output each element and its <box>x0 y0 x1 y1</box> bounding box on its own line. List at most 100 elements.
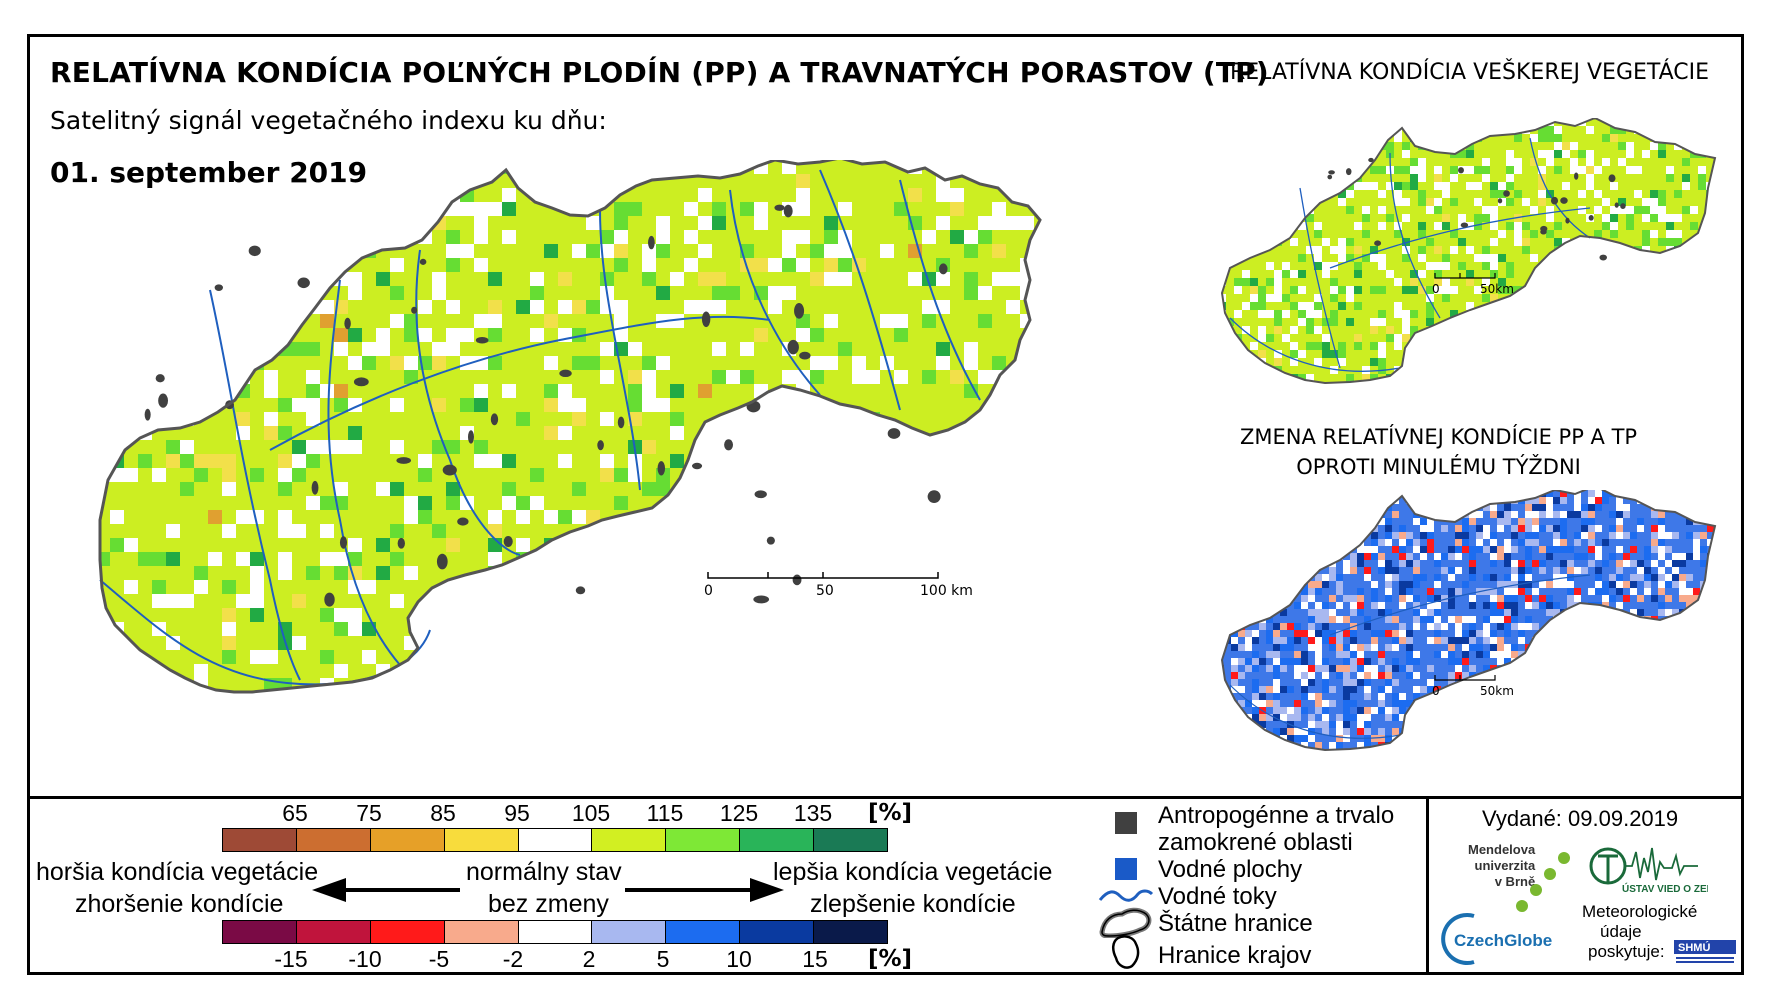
mendel-line-3: v Brně <box>1494 874 1536 889</box>
colorbar-swatch <box>296 829 371 851</box>
colorbar-swatch <box>740 829 815 851</box>
main-map-raster <box>100 160 1040 692</box>
bottom-tick: 10 <box>726 946 752 972</box>
all-vegetation-scale-bar: 0 50km <box>1432 273 1514 296</box>
region-border-icon <box>1112 935 1140 969</box>
colorbar-swatch <box>444 829 519 851</box>
meteo-text: Meteorologické údaje poskytuje: <box>1582 902 1697 962</box>
top-unit: [%] <box>868 800 913 826</box>
meteo-line-1: Meteorologické <box>1582 902 1698 921</box>
main-scale-0: 0 <box>704 583 713 599</box>
state-border-icon <box>1099 907 1152 938</box>
colorbar-swatch <box>223 921 297 943</box>
issued-date: Vydané: 09.09.2019 <box>1482 806 1679 831</box>
bottom-tick: -10 <box>348 946 382 972</box>
change-title-line2: OPROTI MINULÉMU TÝŽDNI <box>1296 455 1581 479</box>
main-title: RELATÍVNA KONDÍCIA POĽNÝCH PLODÍN (PP) A… <box>50 56 1269 89</box>
top-tick: 75 <box>356 800 382 826</box>
colorbar-swatch <box>444 921 519 943</box>
top-tick: 135 <box>793 800 833 826</box>
better-label-2: zlepšenie kondície <box>810 890 1016 918</box>
date-label: 01. september 2019 <box>50 156 368 189</box>
subtitle: Satelitný signál vegetačného indexu ku d… <box>50 106 607 135</box>
change-map-scale-bar: 0 50km <box>1432 675 1514 698</box>
water-bodies-label: Vodné plochy <box>1158 856 1303 883</box>
s2-scale-0: 0 <box>1432 684 1440 698</box>
uvoz-logo: ÚSTAV VIED O ZEMI <box>1589 847 1708 895</box>
colorbar-swatch <box>666 921 741 943</box>
main-map-urban-areas <box>144 204 948 607</box>
worse-label-1: horšia kondícia vegetácie <box>36 858 319 886</box>
top-tick: 85 <box>430 800 456 826</box>
map-frame <box>27 34 1744 975</box>
arrow-left-icon <box>312 878 460 902</box>
colorbar-swatch <box>740 921 815 943</box>
colorbar-swatch <box>592 921 667 943</box>
bottom-tick: -5 <box>428 946 450 972</box>
issue-divider <box>1426 796 1429 975</box>
legend-divider <box>27 796 1744 799</box>
water-body-icon <box>1115 858 1137 880</box>
colorbar-swatch <box>223 829 297 851</box>
colorbar-swatch <box>666 829 741 851</box>
top-tick: 95 <box>504 800 530 826</box>
change-map: 0 50km <box>1221 490 1716 751</box>
condition-colorbar <box>222 828 888 852</box>
change-colorbar <box>222 920 888 944</box>
meteo-line-2: údaje <box>1600 922 1642 941</box>
bottom-tick: 2 <box>582 946 596 972</box>
anthropogenic-label-2: zamokrené oblasti <box>1158 829 1353 856</box>
colorbar-swatch <box>296 921 371 943</box>
change-title-line1: ZMENA RELATÍVNEJ KONDÍCIE PP A TP <box>1240 425 1638 449</box>
bottom-tick: 5 <box>656 946 670 972</box>
meteo-line-3: poskytuje: <box>1588 942 1665 961</box>
main-map: 0 50 100 km <box>98 160 1042 694</box>
mendel-logo-text: Mendelova univerzita v Brně <box>1468 842 1535 890</box>
top-tick: 105 <box>571 800 611 826</box>
change-title: ZMENA RELATÍVNEJ KONDÍCIE PP A TP OPROTI… <box>1240 422 1637 482</box>
s1-scale-50: 50km <box>1480 282 1514 296</box>
bottom-tick: -15 <box>274 946 308 972</box>
colorbar-swatch <box>592 829 667 851</box>
colorbar-swatch <box>814 829 888 851</box>
colorbar-swatch <box>518 921 593 943</box>
region-border-label: Hranice krajov <box>1158 942 1312 969</box>
mendel-line-1: Mendelova <box>1468 842 1536 857</box>
bottom-unit: [%] <box>868 946 913 972</box>
arrow-right-icon <box>625 878 784 902</box>
better-label-1: lepšia kondícia vegetácie <box>773 858 1053 886</box>
mendel-dots-logo <box>1516 852 1570 912</box>
colorbar-swatch <box>370 829 445 851</box>
normal-label-1: normálny stav <box>466 858 622 886</box>
main-scale-100: 100 km <box>920 583 973 599</box>
colorbar-swatch <box>814 921 888 943</box>
mendel-line-2: univerzita <box>1474 858 1536 873</box>
bottom-tick: -2 <box>502 946 524 972</box>
anthropogenic-icon <box>1115 812 1137 834</box>
all-vegetation-title: RELATÍVNA KONDÍCIA VEŠKEREJ VEGETÁCIE <box>1230 60 1710 85</box>
all-vegetation-map: 0 50km <box>1221 118 1716 384</box>
state-border-label: Štátne hranice <box>1158 910 1313 937</box>
uvoz-text: ÚSTAV VIED O ZEMI <box>1622 882 1708 895</box>
top-tick: 115 <box>646 800 684 826</box>
worse-label-2: zhoršenie kondície <box>75 890 284 918</box>
czechglobe-logo: CzechGlobe <box>1441 913 1552 965</box>
top-tick: 65 <box>282 800 308 826</box>
anthropogenic-label-1: Antropogénne a trvalo <box>1158 802 1395 829</box>
main-map-scale-bar: 0 50 100 km <box>704 572 973 599</box>
legend-arrows <box>312 878 784 902</box>
colorbar-swatch <box>518 829 593 851</box>
shmu-text: SHMÚ <box>1678 941 1710 954</box>
top-tick: 125 <box>719 800 759 826</box>
main-map-rivers <box>99 169 981 686</box>
shmu-logo: SHMÚ <box>1674 940 1736 963</box>
s1-scale-0: 0 <box>1432 282 1440 296</box>
main-scale-50: 50 <box>816 583 834 599</box>
normal-label-2: bez zmeny <box>488 890 609 918</box>
czechglobe-text: CzechGlobe <box>1454 931 1552 950</box>
water-stream-icon <box>1098 889 1154 902</box>
bottom-tick: 15 <box>802 946 828 972</box>
water-streams-label: Vodné toky <box>1158 883 1277 910</box>
colorbar-swatch <box>370 921 445 943</box>
s2-scale-50: 50km <box>1480 684 1514 698</box>
